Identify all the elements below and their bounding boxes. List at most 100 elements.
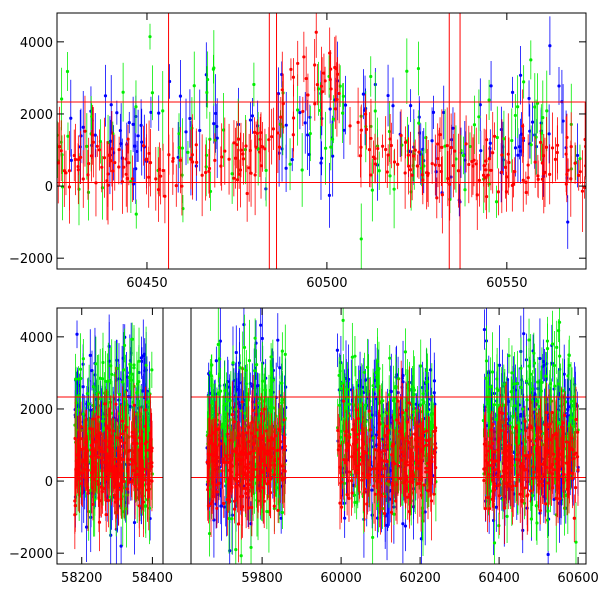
data-point — [453, 149, 457, 153]
data-point — [392, 512, 396, 516]
data-point — [145, 488, 150, 492]
data-point — [144, 157, 149, 161]
data-point — [97, 148, 102, 152]
data-point — [211, 409, 215, 414]
data-point — [510, 90, 515, 94]
data-point — [517, 145, 522, 149]
data-point — [250, 114, 255, 118]
data-point — [319, 161, 323, 165]
data-point — [249, 545, 253, 550]
data-point — [557, 84, 561, 88]
data-point — [550, 146, 555, 150]
data-point — [163, 194, 167, 198]
data-point — [108, 159, 113, 163]
data-point — [60, 97, 64, 101]
data-point — [322, 71, 326, 75]
data-point — [198, 128, 202, 133]
data-point — [430, 162, 434, 166]
data-point — [135, 390, 139, 394]
data-point — [109, 364, 113, 368]
data-point — [341, 318, 345, 322]
data-point — [436, 142, 440, 146]
data-point — [227, 516, 231, 521]
data-point — [451, 164, 455, 168]
data-point — [171, 159, 175, 163]
data-point — [562, 372, 566, 376]
data-point — [216, 342, 220, 347]
data-point — [132, 520, 137, 525]
data-point — [81, 177, 85, 181]
data-point — [113, 161, 117, 165]
data-point — [582, 185, 586, 190]
data-point — [545, 347, 550, 351]
top-panel: −2000 0 2000 4000 60450 60500 60550 — [9, 12, 587, 291]
data-point — [120, 419, 125, 423]
data-point — [419, 403, 423, 407]
data-point — [494, 200, 499, 204]
data-point — [147, 448, 151, 452]
data-point — [122, 368, 126, 372]
data-point — [522, 80, 526, 84]
data-point — [277, 145, 282, 149]
data-point — [188, 116, 192, 121]
data-point — [495, 135, 499, 140]
data-point — [207, 391, 211, 395]
data-point — [495, 377, 499, 381]
data-point — [544, 374, 548, 378]
data-point — [88, 488, 93, 492]
data-point — [91, 455, 95, 459]
data-point — [538, 356, 542, 361]
data-point — [367, 147, 372, 152]
data-point — [259, 144, 263, 149]
data-point — [545, 109, 549, 113]
data-point — [262, 422, 266, 426]
data-point — [93, 133, 97, 137]
data-point — [408, 168, 413, 172]
data-point — [421, 178, 425, 182]
data-point — [489, 168, 493, 172]
data-point — [231, 361, 235, 365]
data-point — [106, 172, 110, 176]
data-point — [237, 361, 242, 365]
data-point — [403, 171, 407, 175]
data-point — [118, 128, 122, 133]
data-point — [327, 193, 331, 197]
data-point — [109, 103, 113, 107]
data-point — [413, 148, 417, 152]
data-point — [303, 121, 307, 125]
data-point — [280, 398, 284, 402]
data-point — [410, 385, 415, 389]
data-point — [412, 392, 416, 397]
data-point — [516, 153, 520, 157]
data-point — [440, 145, 444, 150]
data-point — [91, 133, 95, 137]
data-point — [335, 72, 340, 76]
data-point — [503, 165, 508, 169]
data-point — [143, 504, 148, 508]
data-point — [95, 144, 99, 148]
data-point — [566, 220, 570, 224]
data-point — [463, 188, 467, 192]
data-point — [192, 84, 196, 88]
data-point — [128, 362, 132, 366]
data-point — [276, 131, 280, 135]
top-panel-frame — [56, 12, 587, 270]
data-point — [426, 171, 430, 176]
data-point — [215, 124, 219, 129]
data-point — [86, 190, 91, 194]
data-point — [115, 111, 119, 115]
data-point — [338, 369, 342, 373]
data-point — [97, 520, 102, 524]
data-point — [329, 145, 333, 149]
data-point — [319, 84, 324, 88]
data-point — [521, 528, 525, 532]
data-point — [530, 399, 534, 403]
data-point — [540, 161, 544, 165]
data-point — [148, 160, 153, 165]
data-point — [373, 109, 377, 113]
data-point — [505, 514, 509, 518]
data-point — [533, 407, 538, 411]
data-point — [141, 500, 146, 504]
data-point — [66, 134, 70, 138]
data-point — [219, 504, 223, 508]
